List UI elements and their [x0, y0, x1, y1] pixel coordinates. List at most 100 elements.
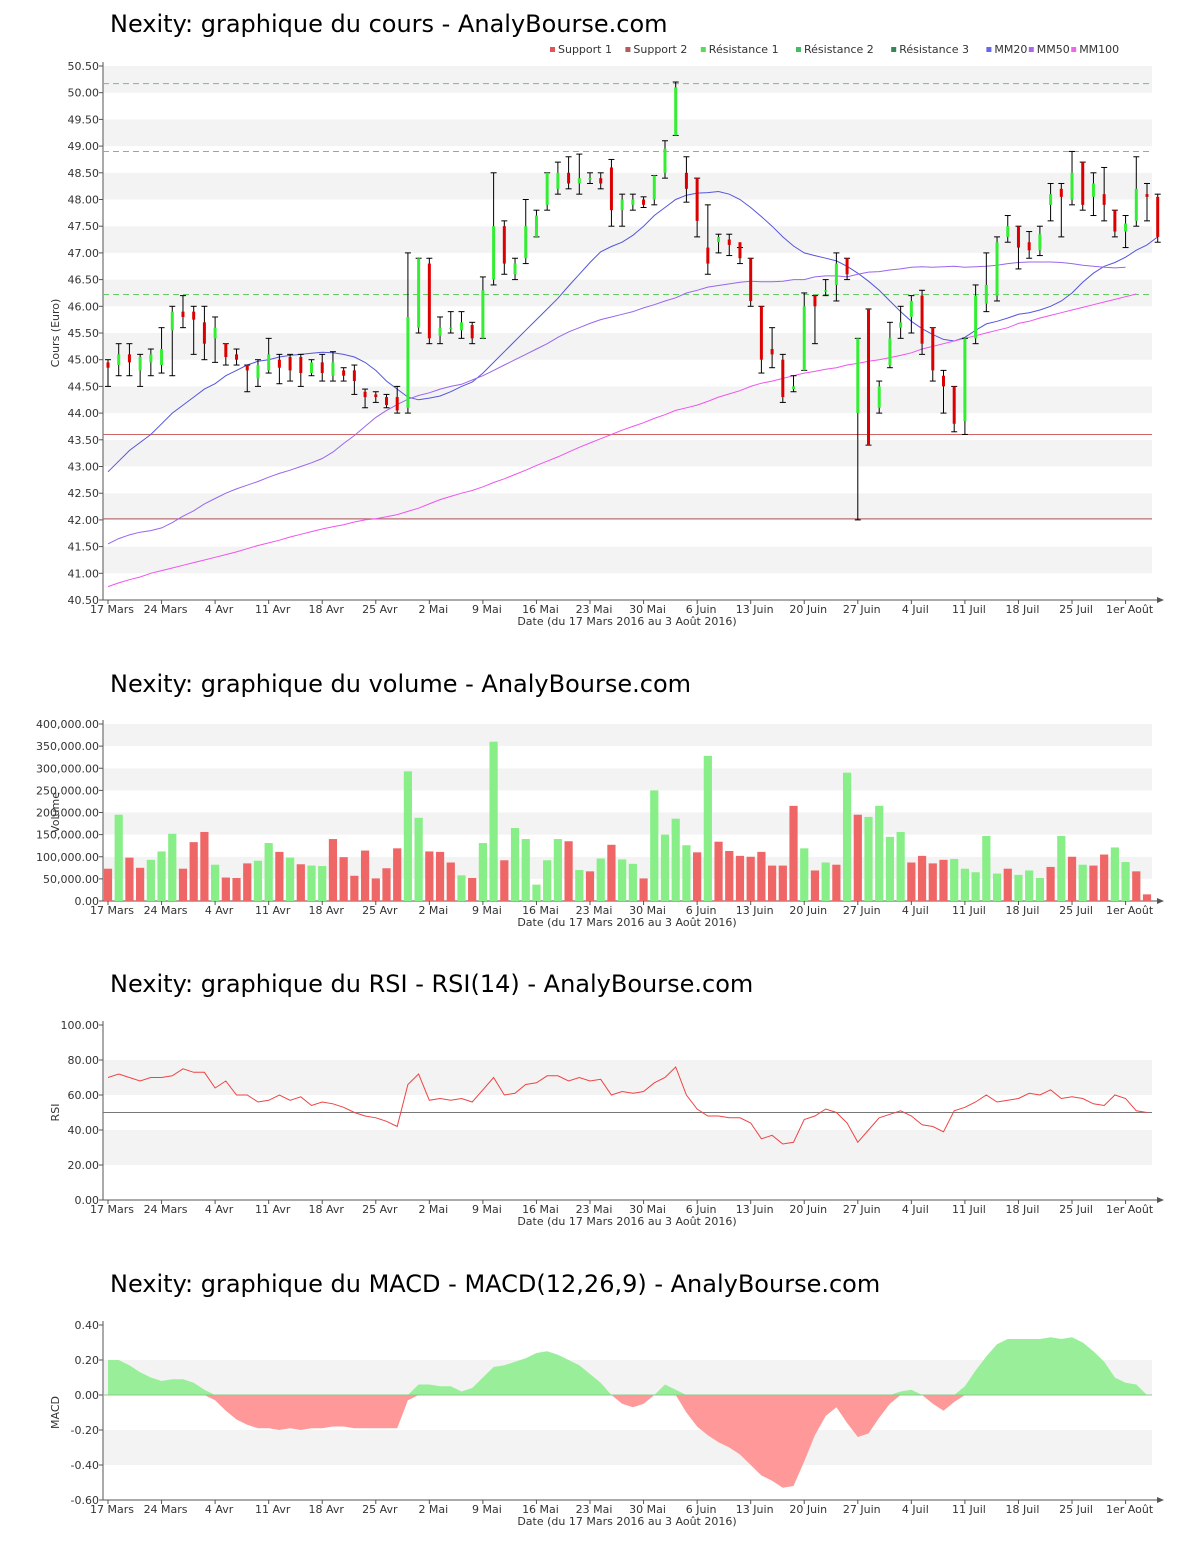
candle-body [427, 263, 431, 339]
candle-body [984, 284, 988, 304]
volume-x-tick-label: 1er Août [1106, 904, 1154, 917]
volume-bar [939, 859, 948, 901]
volume-y-tick-label: 350,000.00 [36, 740, 99, 753]
price-x-tick-label: 16 Mai [522, 603, 559, 616]
price-y-tick-label: 44.00 [68, 407, 100, 420]
price-x-tick-label: 25 Avr [362, 603, 398, 616]
candle-body [899, 322, 903, 328]
candle-body [931, 327, 935, 371]
macd-y-tick-label: -0.40 [71, 1459, 99, 1472]
price-x-tick-label: 4 Avr [205, 603, 234, 616]
macd-grid-band [103, 1325, 1152, 1360]
volume-x-tick-label: 11 Juil [952, 904, 986, 917]
candle-body [1016, 226, 1020, 248]
candle-body [792, 386, 796, 390]
candle-body [1102, 194, 1106, 205]
volume-bar [510, 827, 520, 901]
volume-bar [371, 878, 380, 901]
price-y-tick-label: 47.50 [68, 220, 100, 233]
legend-swatch [550, 47, 555, 52]
volume-bar [628, 863, 637, 901]
price-grid-band [103, 306, 1152, 333]
volume-grid-band [103, 790, 1152, 813]
candle-body [620, 199, 624, 211]
price-y-tick-label: 41.00 [68, 567, 100, 580]
volume-grid-band [103, 812, 1152, 835]
price-panel: Nexity: graphique du cours - AnalyBourse… [0, 0, 1200, 640]
volume-chart-title: Nexity: graphique du volume - AnalyBours… [110, 670, 692, 698]
volume-chart: 0.00 50,000.00 100,000.00 150,000.00 200,000… [36, 718, 1164, 929]
rsi-y-tick-label: 20.00 [68, 1159, 100, 1172]
candle-body [1113, 210, 1117, 232]
volume-bar [178, 868, 188, 901]
volume-bar [875, 805, 884, 901]
price-grid-band [103, 226, 1152, 253]
legend-label: Résistance 2 [804, 43, 874, 56]
volume-bar [1025, 870, 1034, 901]
rsi-grid-band [103, 1130, 1152, 1165]
candle-body [738, 242, 742, 259]
candle-body [781, 359, 785, 398]
candle-body [952, 386, 956, 424]
volume-bar [639, 878, 648, 901]
candle-body [642, 199, 646, 205]
rsi-panel: Nexity: graphique du RSI - RSI(14) - Ana… [0, 960, 1200, 1240]
volume-bar [264, 843, 273, 901]
rsi-y-tick-label: 100.00 [61, 1019, 100, 1032]
price-x-tick-label: 17 Mars [90, 603, 134, 616]
volume-bar [189, 842, 198, 901]
price-x-tick-label: 25 Juil [1059, 603, 1093, 616]
rsi-x-tick-label: 30 Mai [629, 1203, 666, 1216]
volume-bar [1014, 874, 1023, 901]
price-grid-band [103, 466, 1152, 494]
volume-bar [800, 848, 809, 901]
volume-bar [543, 860, 552, 901]
volume-bar [660, 834, 670, 901]
volume-bar [114, 814, 123, 901]
candle-body [867, 308, 871, 446]
candle-body [481, 290, 485, 339]
volume-bar [810, 870, 820, 901]
series-line-mm50 [107, 261, 1126, 545]
macd-x-tick-label: 11 Avr [255, 1503, 291, 1516]
price-grid-band [103, 386, 1152, 414]
macd-x-tick-label: 20 Juin [789, 1503, 827, 1516]
price-x-axis-title: Date (du 17 Mars 2016 au 3 Août 2016) [517, 615, 736, 628]
volume-bar [489, 741, 498, 901]
volume-bar [585, 871, 595, 901]
volume-x-tick-label: 4 Juil [902, 904, 929, 917]
macd-x-tick-label: 4 Juil [902, 1503, 929, 1516]
candle-body [824, 290, 828, 292]
price-chart: 40.50 41.00 41.50 42.00 42.50 43.00 43.50 44.00… [49, 43, 1164, 628]
volume-bar [296, 864, 305, 901]
volume-grid-band [103, 834, 1152, 857]
volume-bar [253, 860, 263, 901]
legend-swatch [796, 47, 801, 52]
volume-x-axis-title: Date (du 17 Mars 2016 au 3 Août 2016) [517, 916, 736, 929]
volume-bar [318, 866, 327, 901]
price-x-tick-label: 18 Juil [1006, 603, 1040, 616]
volume-bar [403, 771, 413, 901]
rsi-x-tick-label: 18 Avr [309, 1203, 345, 1216]
candle-body [160, 349, 164, 366]
volume-bar [328, 839, 338, 901]
volume-bar [168, 833, 177, 901]
volume-bar [500, 860, 509, 901]
legend-label: MM50 [1037, 43, 1070, 56]
volume-bar [1067, 856, 1077, 901]
volume-bar [307, 865, 316, 901]
volume-bar [960, 868, 970, 901]
candle-body [974, 295, 978, 339]
volume-bar [757, 851, 766, 901]
candle-body [695, 178, 699, 221]
candle-body [717, 236, 721, 243]
candle-body [127, 354, 131, 363]
price-y-tick-label: 48.00 [68, 194, 100, 207]
volume-bar [768, 865, 777, 901]
price-y-tick-label: 40.50 [68, 594, 100, 607]
macd-grid-band [103, 1430, 1152, 1465]
candle-body [1134, 188, 1138, 221]
volume-x-tick-label: 6 Juin [686, 904, 717, 917]
macd-positive-area [108, 1337, 1147, 1395]
volume-bar [285, 857, 295, 901]
